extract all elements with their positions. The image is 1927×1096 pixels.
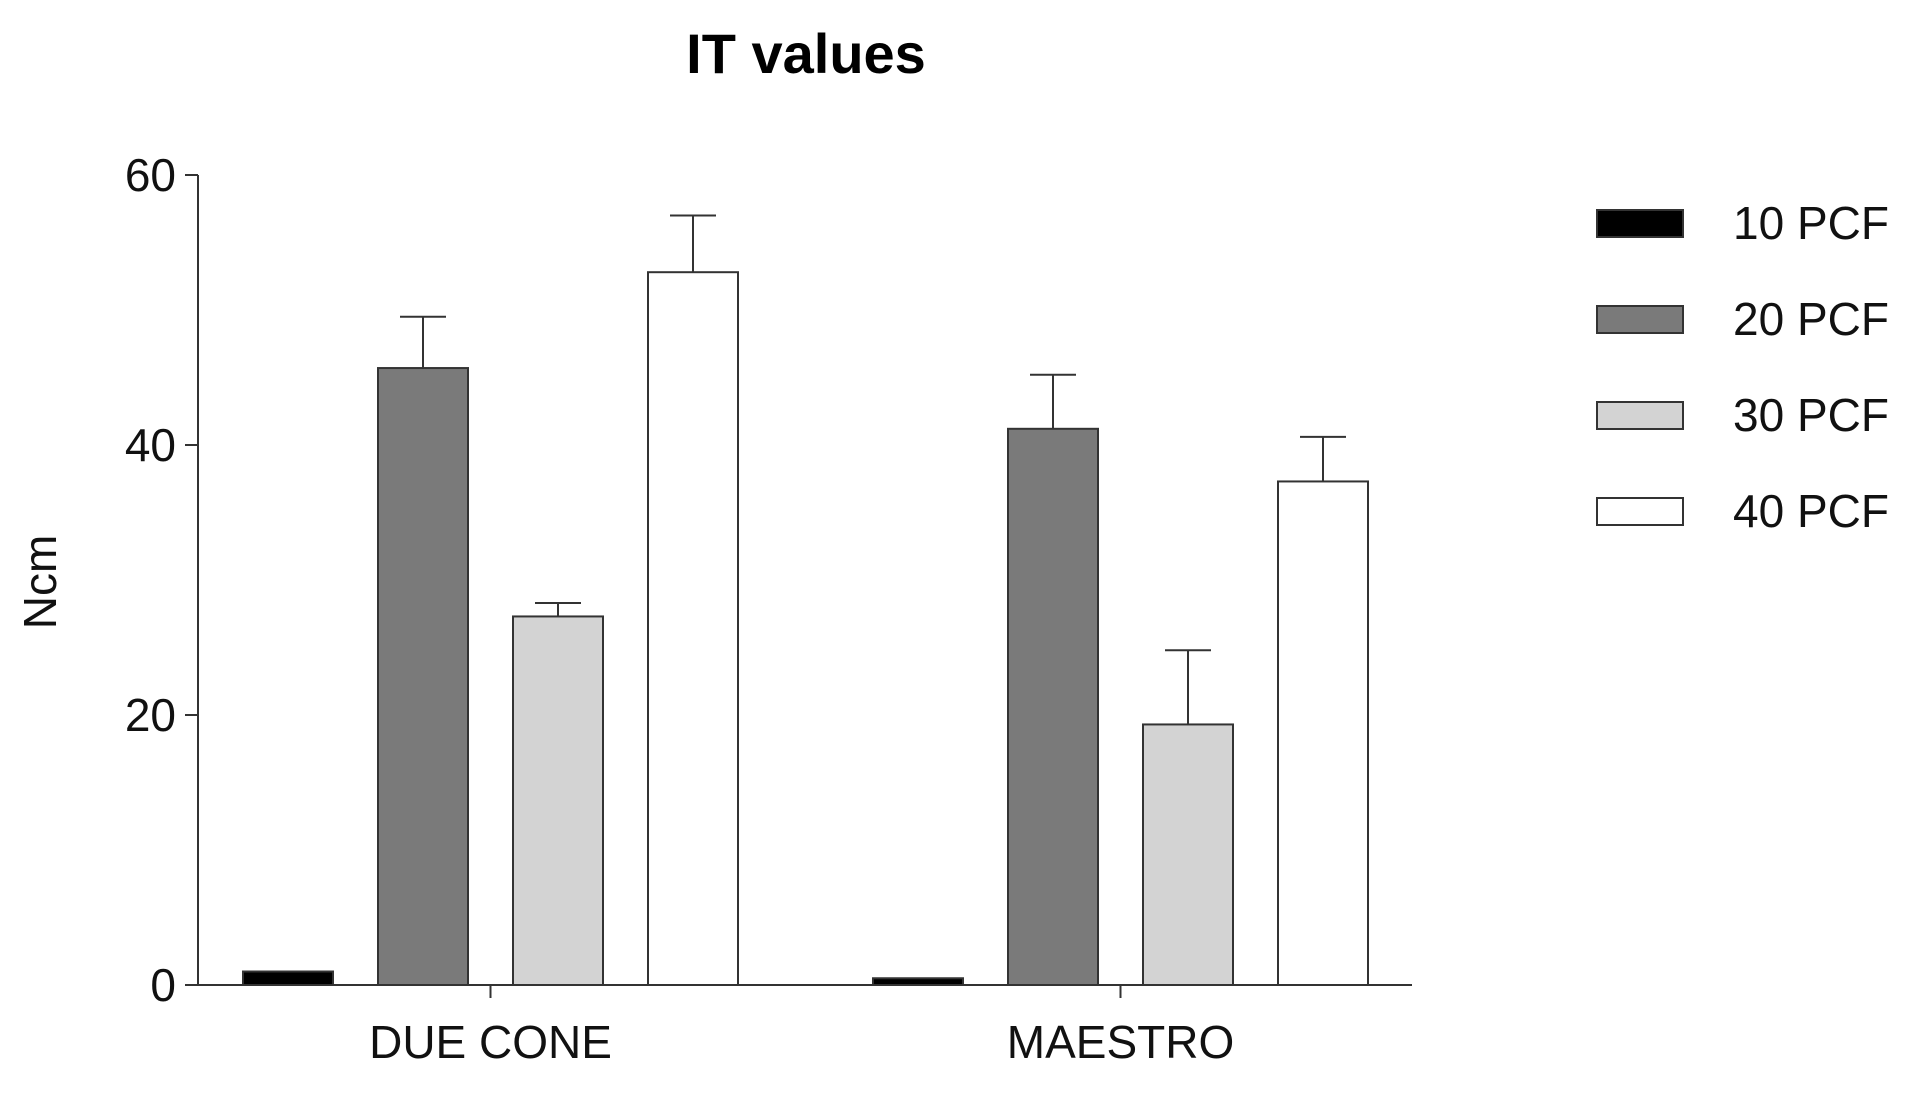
y-tick-label: 20 bbox=[125, 689, 176, 741]
legend-swatch bbox=[1596, 305, 1684, 334]
chart-title: IT values bbox=[686, 22, 926, 85]
legend-label: 30 PCF bbox=[1733, 389, 1889, 441]
y-axis-label: Ncm bbox=[14, 535, 66, 630]
legend-label: 20 PCF bbox=[1733, 293, 1889, 345]
bar bbox=[647, 271, 739, 986]
bars bbox=[242, 214, 1369, 986]
axes: 0 20 40 60 DUE CONE MAESTRO bbox=[125, 149, 1412, 1068]
bar bbox=[1142, 723, 1234, 986]
x-tick-label: DUE CONE bbox=[369, 1016, 612, 1068]
legend-swatch bbox=[1596, 497, 1684, 526]
bar bbox=[377, 367, 469, 986]
y-tick-label: 0 bbox=[150, 959, 176, 1011]
legend: 10 PCF 20 PCF 30 PCF 40 PCF bbox=[1596, 197, 1889, 537]
y-tick-label: 60 bbox=[125, 149, 176, 201]
y-tick-label: 40 bbox=[125, 419, 176, 471]
x-tick-label: MAESTRO bbox=[1007, 1016, 1234, 1068]
legend-swatch bbox=[1596, 209, 1684, 238]
bar bbox=[872, 977, 964, 986]
legend-label: 10 PCF bbox=[1733, 197, 1889, 249]
bar bbox=[512, 615, 604, 986]
bar bbox=[1277, 480, 1369, 986]
bar bbox=[1007, 427, 1099, 986]
legend-label: 40 PCF bbox=[1733, 485, 1889, 537]
bar bbox=[242, 970, 334, 986]
legend-swatch bbox=[1596, 401, 1684, 430]
